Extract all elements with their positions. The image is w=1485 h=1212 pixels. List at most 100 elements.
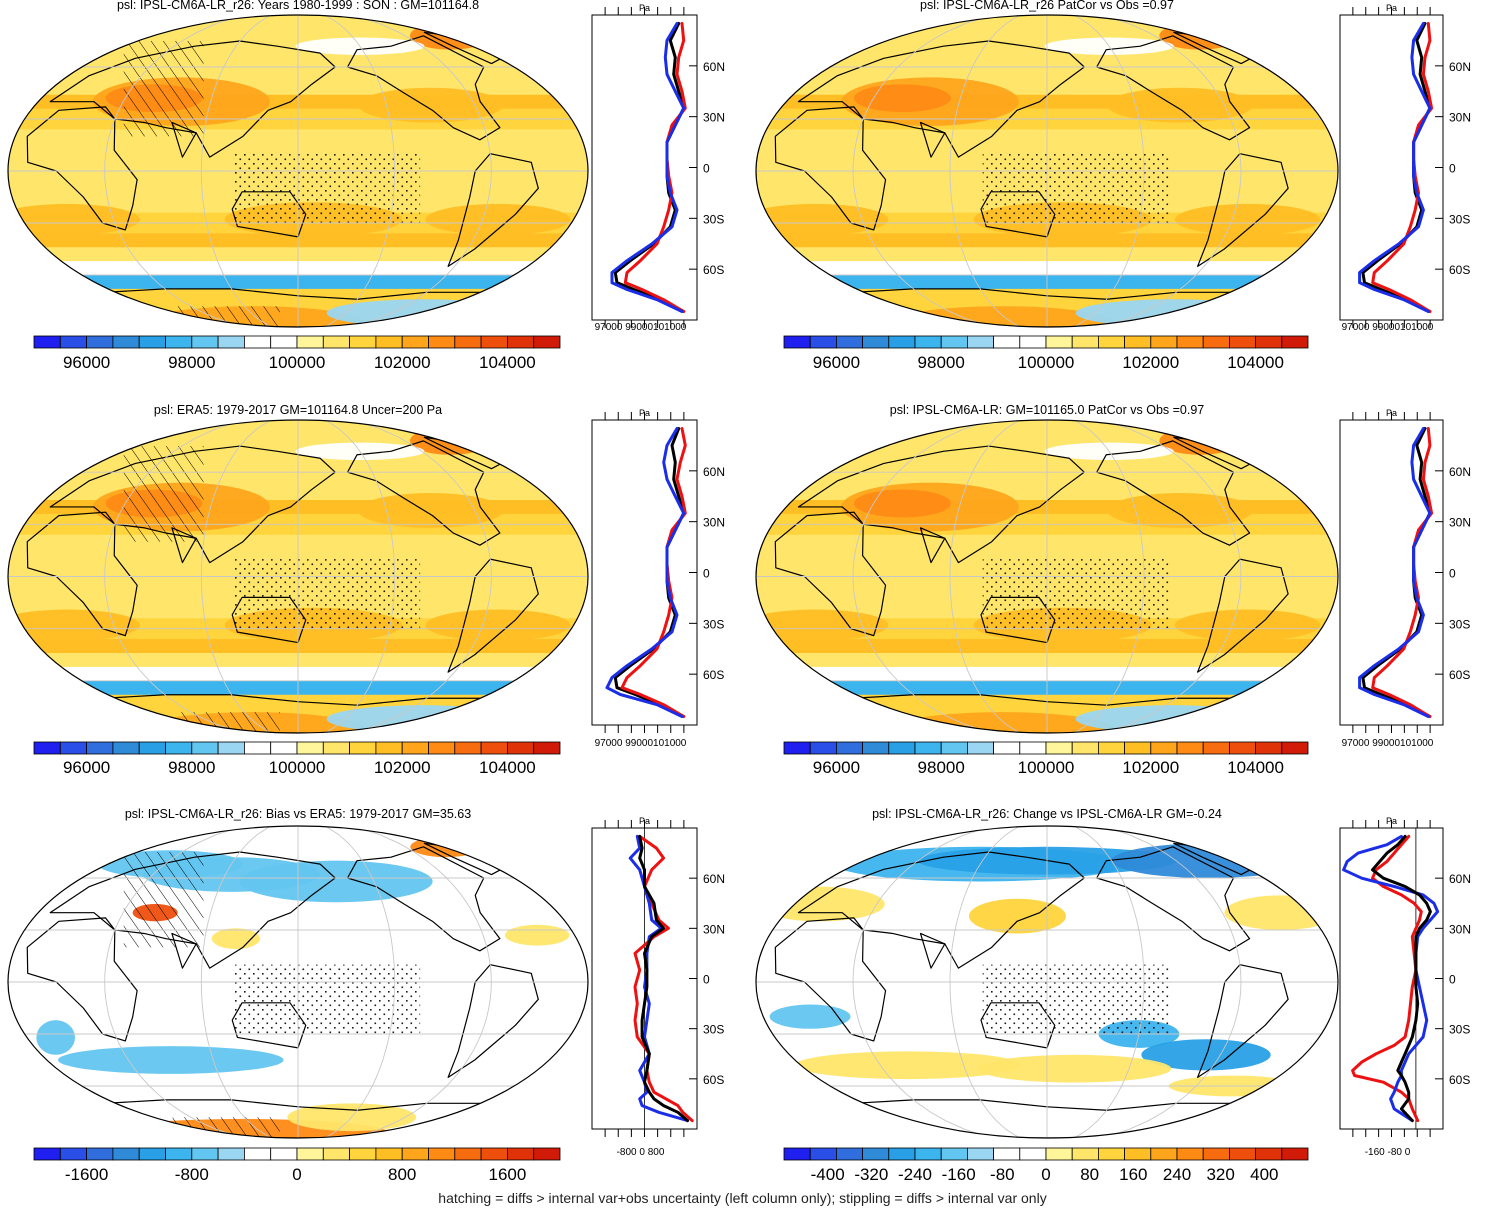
colorbar-swatch (428, 741, 456, 755)
colorbar-swatch (506, 335, 535, 349)
colorbar-swatch (165, 1147, 193, 1161)
profile-lat-label: 60S (1449, 668, 1470, 682)
colorbar-label: 104000 (1227, 353, 1284, 372)
colorbar-swatch (1255, 335, 1283, 349)
colorbar-swatch (862, 741, 890, 755)
colorbar-swatch (59, 1147, 87, 1161)
colorbar-swatch (401, 741, 429, 755)
colorbar-swatch (1124, 741, 1152, 755)
colorbar-swatch (33, 1147, 61, 1161)
colorbar-swatch (59, 741, 87, 755)
colorbar-swatch (783, 741, 811, 755)
panel-title: psl: IPSL-CM6A-LR_r26: Years 1980-1999 :… (117, 0, 479, 12)
panel-5: psl: IPSL-CM6A-LR_r26: Bias vs ERA5: 197… (7, 807, 725, 1184)
profile-lat-label: 30N (703, 516, 725, 530)
colorbar-label: 80 (1080, 1165, 1099, 1184)
colorbar-swatch (1202, 1147, 1230, 1161)
colorbar-swatch (165, 741, 193, 755)
profile-x-labels: 97000 99000101000 (1342, 322, 1434, 333)
colorbar-label: 102000 (1122, 353, 1179, 372)
colorbar-swatch (454, 335, 482, 349)
colorbar-swatch (1281, 741, 1309, 755)
colorbar-swatch (809, 1147, 837, 1161)
colorbar-label: 96000 (813, 758, 860, 777)
profile-x-labels: 97000 99000101000 (595, 322, 687, 333)
colorbar-label: 800 (388, 1165, 416, 1184)
profile-series-black (613, 427, 686, 718)
colorbar-swatch (401, 1147, 429, 1161)
profile-lat-label: 30N (1449, 516, 1471, 530)
profile-lat-label: 0 (1449, 162, 1456, 176)
colorbar-label: 400 (1250, 1165, 1278, 1184)
graticule (756, 826, 1338, 1138)
colorbar-swatch (1176, 335, 1204, 349)
colorbar-swatch (480, 741, 508, 755)
colorbar-swatch (1098, 741, 1126, 755)
colorbar-swatch (809, 741, 837, 755)
colorbar-swatch (940, 1147, 968, 1161)
panel-title: psl: IPSL-CM6A-LR_r26: Bias vs ERA5: 197… (125, 807, 471, 821)
colorbar: -1600 -800 0 800 1600 (33, 1147, 561, 1184)
colorbar-swatch (480, 1147, 508, 1161)
profile-frame (591, 14, 698, 321)
profile-lat-label: 30S (1449, 617, 1470, 631)
colorbar-swatch (217, 335, 245, 349)
graticule (756, 420, 1338, 733)
colorbar-swatch (888, 1147, 916, 1161)
colorbar-label: 104000 (1227, 758, 1284, 777)
profile-lat-label: 0 (703, 973, 710, 987)
profile-series-black (1361, 427, 1432, 718)
profile-series-red (1371, 427, 1434, 718)
colorbar: 96000 98000 100000 102000 104000 (33, 741, 561, 777)
colorbar-label: 100000 (1018, 758, 1075, 777)
colorbar: 96000 98000 100000 102000 104000 (783, 741, 1309, 777)
profile-x-labels: -800 0 800 (617, 1147, 665, 1158)
colorbar-swatch (1071, 1147, 1099, 1161)
colorbar-swatch (33, 335, 61, 349)
profile-series-black (613, 22, 686, 313)
profile-lat-label: 30N (1449, 111, 1471, 125)
colorbar-swatch (138, 335, 166, 349)
colorbar-swatch (914, 1147, 942, 1161)
profile-lat-label: 0 (1449, 973, 1456, 987)
map-outline (755, 14, 1339, 328)
profile-series-blue (628, 834, 689, 1123)
colorbar-swatch (1229, 335, 1257, 349)
panel-4: psl: IPSL-CM6A-LR: GM=101165.0 PatCor vs… (755, 403, 1471, 777)
colorbar-swatch (138, 741, 166, 755)
colorbar-swatch (270, 335, 298, 349)
panel-title: psl: IPSL-CM6A-LR: GM=101165.0 PatCor vs… (890, 403, 1205, 417)
profile-lat-label: 60N (703, 60, 725, 74)
map-outline (755, 419, 1339, 734)
colorbar-swatch (783, 335, 811, 349)
colorbar-swatch (862, 1147, 890, 1161)
colorbar-swatch (86, 1147, 114, 1161)
colorbar-swatch (1150, 741, 1178, 755)
profile-lat-label: 30N (703, 922, 725, 936)
colorbar-swatch (243, 741, 272, 755)
profile-frame (1339, 419, 1444, 726)
colorbar-swatch (1124, 335, 1152, 349)
colorbar-swatch (1150, 1147, 1178, 1161)
graticule (8, 15, 588, 327)
profile-x-labels: 97000 99000101000 (595, 738, 687, 749)
colorbar-swatch (270, 1147, 298, 1161)
colorbar-label: 100000 (269, 353, 326, 372)
colorbar-swatch (428, 1147, 456, 1161)
colorbar-swatch (217, 741, 245, 755)
colorbar-swatch (349, 335, 377, 349)
colorbar-label: 104000 (479, 758, 536, 777)
colorbar-swatch (836, 741, 864, 755)
map-field (8, 826, 588, 1138)
colorbar-swatch (243, 1147, 272, 1161)
colorbar-swatch (940, 335, 968, 349)
profile-x-labels: -160 -80 0 (1365, 1147, 1411, 1158)
colorbar-swatch (480, 335, 508, 349)
colorbar-swatch (375, 1147, 403, 1161)
profile-lat-label: 60N (1449, 465, 1471, 479)
colorbar-swatch (809, 335, 837, 349)
